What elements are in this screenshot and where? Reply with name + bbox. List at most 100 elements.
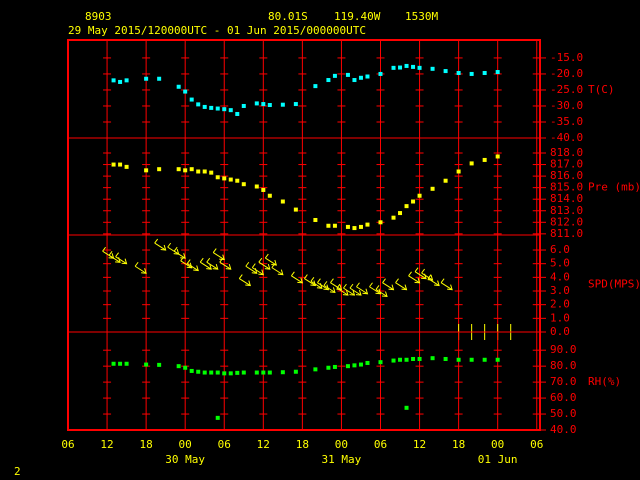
arrow-feather (154, 238, 159, 244)
arrow-shaft (317, 282, 329, 291)
point (157, 362, 162, 367)
point (443, 178, 448, 183)
point (118, 162, 123, 167)
arrow-head (160, 244, 167, 251)
arrow-shaft (408, 275, 420, 284)
y-tick-label: 90.0 (550, 343, 577, 356)
point (189, 97, 194, 102)
point (378, 71, 383, 76)
arrow-head (245, 280, 251, 287)
point (241, 370, 246, 375)
x-tick-label: 12 (257, 438, 270, 451)
point (352, 78, 357, 83)
point (456, 70, 461, 75)
y-tick-label: 3.0 (550, 284, 570, 297)
point (404, 405, 409, 410)
date-label: 01 Jun (478, 453, 518, 466)
date-label: 31 May (322, 453, 362, 466)
arrow-shaft (252, 267, 264, 276)
arrow-feather (369, 282, 373, 288)
point (456, 357, 461, 362)
point (215, 370, 220, 375)
point (365, 74, 370, 79)
wind-arrow (134, 261, 147, 274)
y-axis-label: Pre (mb) (588, 181, 640, 194)
y-axis-label: RH(%) (588, 375, 621, 388)
point (157, 76, 162, 81)
point (222, 107, 227, 112)
arrow-head (434, 280, 440, 287)
point (313, 217, 318, 222)
point (417, 65, 422, 70)
arrow-head (212, 264, 219, 270)
y-tick-label: 818.0 (550, 146, 583, 159)
arrow-shaft (375, 289, 388, 297)
point (111, 162, 116, 167)
arrow-head (342, 289, 349, 296)
arrow-feather (134, 261, 139, 267)
point (118, 79, 123, 84)
arrow-feather (108, 251, 113, 256)
point (358, 362, 363, 367)
arrow-feather (382, 278, 386, 283)
arrow-head (141, 268, 147, 274)
arrow-shaft (134, 265, 147, 274)
y-axis-label: SPD(MPS) (588, 278, 640, 291)
point (404, 357, 409, 362)
y-tick-label: 40.0 (550, 423, 577, 436)
arrow-head (310, 280, 317, 287)
arrow-shaft (291, 275, 303, 284)
arrow-feather (330, 278, 334, 283)
point (209, 370, 214, 375)
y-tick-label: -30.0 (550, 99, 583, 112)
y-tick-label: -40.0 (550, 131, 583, 144)
arrow-head (264, 264, 271, 270)
point (267, 370, 272, 375)
point (332, 73, 337, 78)
arrow-feather (167, 242, 172, 248)
wind-arrow (427, 274, 440, 287)
point (352, 363, 357, 368)
wind-arrow (186, 259, 199, 272)
arrow-head (355, 289, 362, 296)
arrow-shaft (330, 282, 342, 291)
point (202, 169, 207, 174)
point (280, 199, 285, 204)
arrow-feather (349, 283, 354, 289)
y-tick-label: 815.0 (550, 181, 583, 194)
arrow-shaft (115, 256, 127, 265)
wind-arrow (349, 283, 362, 296)
point (280, 102, 285, 107)
point (469, 71, 474, 76)
arrow-head (277, 269, 284, 276)
wind-arrow (290, 271, 304, 284)
point (378, 360, 383, 365)
arrow-shaft (239, 278, 251, 286)
point (111, 78, 116, 83)
x-tick-label: 00 (491, 438, 504, 451)
arrow-shaft (382, 282, 394, 291)
arrow-feather (271, 263, 276, 268)
arrow-head (329, 287, 336, 293)
point (313, 84, 318, 89)
point (326, 223, 331, 228)
wind-arrow (336, 283, 349, 296)
arrow-feather (323, 281, 328, 286)
point (144, 362, 149, 367)
point (280, 370, 285, 375)
point (235, 370, 240, 375)
arrow-feather (258, 257, 263, 263)
wind-arrow (375, 285, 388, 298)
x-tick-label: 18 (296, 438, 309, 451)
point (378, 220, 383, 225)
y-tick-label: 50.0 (550, 407, 577, 420)
wind-arrow (219, 257, 232, 270)
point (267, 193, 272, 198)
y-axis-label: T(C) (588, 83, 615, 96)
point (222, 176, 227, 181)
point (293, 207, 298, 212)
arrow-feather (180, 256, 185, 262)
point (443, 69, 448, 74)
